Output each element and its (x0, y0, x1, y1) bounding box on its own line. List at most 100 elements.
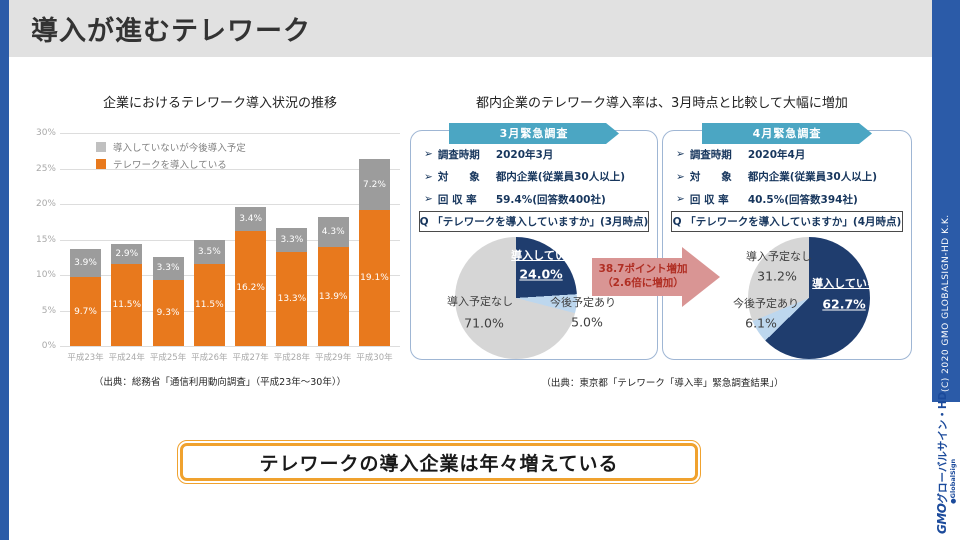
bar-segment-planned: 3.5% (193, 239, 225, 265)
bullet-survey-period: ➢ 調査時期 2020年3月 (424, 148, 554, 161)
pie-label-no-plan: 導入予定なし (447, 295, 513, 308)
march-banner: 3月緊急調査 (449, 123, 619, 144)
bar-segment-adopted: 9.3% (152, 279, 184, 346)
pie-value-adopted: 62.7% (822, 296, 866, 312)
left-accent-bar (0, 0, 9, 540)
bar-平成27年: 3.4% 16.2% 平成27年 (232, 133, 269, 363)
legend-item-planned: 導入していないが今後導入予定 (96, 138, 246, 155)
bar-segment-planned: 3.9% (70, 249, 101, 278)
bullet-response-rate: ➢ 回 収 率 40.5%(回答数394社) (676, 193, 858, 206)
bullet-target: ➢ 対 象都内企業(従業員30人以上) (676, 170, 878, 184)
bar-segment-planned: 2.9% (111, 243, 143, 265)
bar-segment-planned: 3.4% (235, 206, 267, 231)
bar-segment-adopted: 11.5% (111, 264, 143, 346)
gridline (60, 204, 400, 205)
x-axis-label: 平成25年 (149, 353, 187, 363)
right-accent-strip (932, 0, 960, 402)
logo-wordmark: GMOグローバルサイン・HD (935, 391, 950, 535)
y-axis-tick: 20% (35, 199, 56, 209)
y-axis-tick: 5% (41, 305, 56, 316)
bullet-response-rate: ➢ 回 収 率 59.4%(回答数400社) (424, 193, 606, 206)
arrow-bullet-icon: ➢ (424, 170, 433, 183)
conclusion-text: テレワークの導入企業は年々増えている (180, 443, 698, 481)
bar-chart-title: 企業におけるテレワーク導入状況の推移 (102, 96, 337, 111)
pie-label-planned: 今後予定あり (550, 296, 616, 309)
bar-平成28年: 3.3% 13.3% 平成28年 (274, 133, 310, 363)
bar-平成25年: 3.3% 9.3% 平成25年 (150, 133, 186, 363)
bar-segment-planned: 3.3% (276, 228, 308, 252)
gridline (60, 275, 400, 276)
x-axis-label: 平成26年 (191, 353, 228, 363)
bar-segment-planned: 3.3% (152, 256, 184, 280)
april-question-box: Q 「テレワークを導入していますか」(4月時点) (671, 211, 903, 232)
arrow-bullet-icon: ➢ (676, 148, 685, 161)
bullet-target: ➢ 対 象都内企業(従業員30人以上) (424, 170, 626, 184)
bar-segment-adopted: 13.9% (317, 247, 349, 346)
comparison-source: （出典：東京都「テレワーク「導入率」緊急調査結果」） (541, 378, 784, 389)
increase-arrow-body (592, 258, 682, 296)
bar-平成23年: 3.9% 9.7% 平成23年 (67, 133, 104, 363)
legend-swatch (96, 158, 106, 169)
bar-segment-planned: 4.3% (317, 216, 349, 248)
march-question-box: Q 「テレワークを導入していますか」(3月時点) (419, 211, 649, 232)
gridline (60, 239, 400, 241)
chart-legend: 導入していないが今後導入予定 テレワークを導入している (96, 138, 246, 172)
bars: 3.9% 9.7% 平成23年 2.9% 11.5% 平成24年 3.3% 9.3% 平成25年… (60, 133, 400, 363)
gmo-brand-suffix: グローバルサイン・HD (937, 391, 949, 504)
bar-chart-source: （出典：総務省「通信利用動向調査」（平成23年～30年）） (93, 377, 347, 388)
slide-header: 導入が進むテレワーク (9, 0, 932, 57)
y-axis-tick: 10% (35, 270, 56, 280)
pie-value-planned: 6.1% (745, 315, 777, 331)
bar-segment-adopted: 9.7% (70, 277, 101, 346)
pie-label-adopted: 導入している (511, 249, 577, 262)
bar-平成26年: 3.5% 11.5% 平成26年 (191, 133, 228, 363)
gridline (60, 168, 400, 170)
pie-label-no-plan: 導入予定なし (746, 250, 812, 263)
globalsign-sub-brand: ●GlobalSign (948, 458, 957, 504)
pie-label-adopted: 導入している (812, 277, 878, 290)
increase-arrow-head-icon (682, 247, 720, 307)
pie-value-no-plan: 71.0% (464, 315, 504, 331)
x-axis-label: 平成30年 (356, 353, 393, 363)
globalsign-bullet-icon: ● (948, 498, 957, 504)
legend-item-adopted: テレワークを導入している (96, 155, 246, 172)
x-axis-label: 平成24年 (108, 353, 145, 363)
x-axis-label: 平成28年 (273, 353, 311, 363)
pie-value-adopted: 24.0% (519, 266, 563, 282)
bar-plot: 導入していないが今後導入予定 テレワークを導入している 0% 5% 10% 15% 20… (36, 128, 400, 363)
x-axis-label: 平成29年 (315, 353, 352, 363)
gridline (60, 310, 400, 312)
arrow-bullet-icon: ➢ (424, 193, 433, 206)
conclusion-callout: テレワークの導入企業は年々増えている (177, 440, 701, 484)
x-axis-label: 平成23年 (67, 353, 104, 363)
slide-title: 導入が進むテレワーク (31, 16, 311, 47)
bar-平成24年: 2.9% 11.5% 平成24年 (109, 133, 145, 363)
y-axis-tick: 15% (35, 234, 56, 245)
gmo-brand: GMO (935, 503, 949, 535)
gridline (60, 133, 400, 134)
y-axis-tick: 30% (35, 128, 56, 138)
pie-label-planned: 今後予定あり (733, 297, 799, 310)
gridline (60, 346, 400, 347)
gmo-globalsign-logo: GMOグローバルサイン・HD ●GlobalSign (935, 391, 957, 535)
march-survey-panel: 3月緊急調査 ➢ 調査時期 2020年3月 ➢ 対 象都内企業(従業員30人以上) ➢… (410, 130, 658, 360)
april-survey-panel: 4月緊急調査 ➢ 調査時期 2020年4月 ➢ 対 象都内企業(従業員30人以上) ➢… (662, 130, 912, 360)
y-axis-tick: 0% (41, 341, 56, 351)
comparison-title: 都内企業のテレワーク導入率は、3月時点と比較して大幅に増加 (476, 96, 848, 111)
x-axis-label: 平成27年 (232, 353, 269, 363)
march-bullets: ➢ 調査時期 2020年3月 ➢ 対 象都内企業(従業員30人以上) ➢ 回 収 率 59… (411, 143, 657, 211)
legend-label: 導入していないが今後導入予定 (113, 142, 246, 154)
bar-segment-adopted: 11.5% (193, 264, 225, 346)
increase-arrow-text: 38.7ポイント増加 （2.6倍に増加） (598, 263, 688, 289)
increase-arrow: 38.7ポイント増加 （2.6倍に増加） (592, 247, 720, 307)
y-axis-tick: 25% (35, 163, 56, 174)
arrow-bullet-icon: ➢ (676, 170, 685, 183)
pie-value-planned: 5.0% (571, 314, 603, 330)
april-banner: 4月緊急調査 (702, 123, 872, 144)
copyright-text: (C) 2020 GMO GLOBALSIGN-HD K.K. (941, 214, 951, 392)
legend-swatch (96, 141, 106, 152)
arrow-bullet-icon: ➢ (424, 148, 433, 161)
legend-label: テレワークを導入している (113, 159, 227, 171)
pie-april (748, 237, 870, 359)
